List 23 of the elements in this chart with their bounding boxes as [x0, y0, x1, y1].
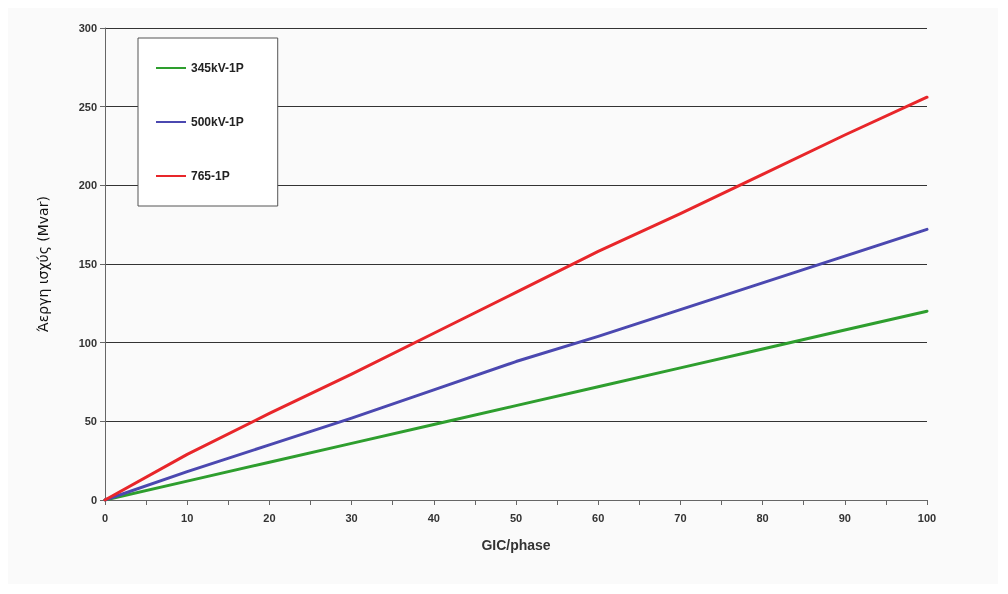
x-tick-label: 100	[917, 511, 937, 524]
x-tick-label: 40	[427, 511, 440, 524]
y-tick-label: 0	[90, 494, 97, 506]
legend-label: 765-1P	[191, 169, 230, 183]
y-tick-label: 100	[78, 336, 97, 349]
x-tick-label: 50	[509, 511, 523, 524]
y-tick-label: 200	[78, 179, 97, 192]
x-tick-label: 20	[263, 511, 276, 524]
y-tick-label: 150	[78, 258, 97, 270]
y-tick-label: 250	[78, 100, 97, 113]
x-tick-label: 0	[101, 511, 109, 524]
y-tick-label: 300	[78, 22, 97, 34]
y-tick-label: 50	[84, 415, 97, 428]
x-tick-label: 90	[838, 511, 851, 524]
x-axis-title: GIC/phase	[481, 537, 551, 553]
x-tick-label: 70	[674, 511, 687, 524]
x-tick-label: 30	[345, 511, 358, 524]
x-tick-label: 10	[181, 511, 194, 524]
y-axis-title: Άεργη ισχύς (Mvar)	[35, 196, 51, 332]
x-tick-label: 80	[756, 511, 769, 524]
x-tick-label: 60	[592, 511, 605, 524]
legend-label: 345kV-1P	[191, 61, 244, 75]
legend-label: 500kV-1P	[191, 115, 244, 129]
